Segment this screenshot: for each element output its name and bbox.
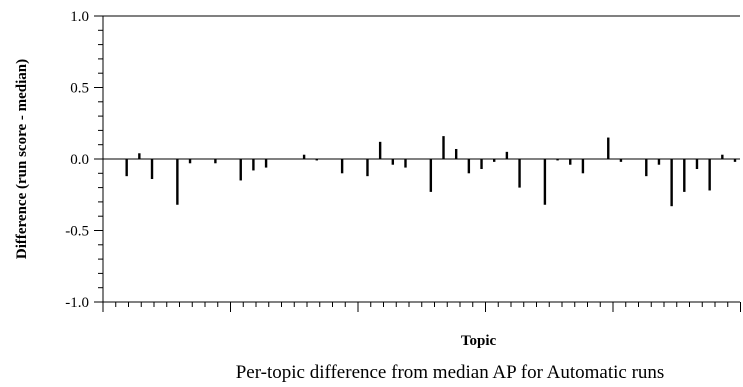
bar-topic-29 (467, 159, 471, 174)
bar-topic-47 (695, 159, 699, 170)
bar-topic-38 (581, 159, 585, 174)
bar-topic-6 (176, 159, 179, 205)
bar-topic-36 (556, 159, 559, 161)
bar-topic-7 (188, 159, 192, 164)
bar-topic-9 (214, 159, 217, 164)
y-tick-label: -1.0 (65, 295, 89, 311)
bar-topic-24 (404, 159, 407, 168)
bar-topic-45 (670, 159, 673, 207)
x-axis-title: Topic (461, 333, 497, 349)
bar-topic-22 (378, 141, 382, 159)
bar-topic-26 (429, 159, 433, 192)
bar-topic-28 (454, 148, 458, 159)
bar-topic-33 (518, 159, 521, 188)
bar-topic-3 (138, 153, 141, 159)
bar-topic-16 (302, 154, 306, 159)
bar-topic-17 (315, 159, 318, 161)
bar-topic-32 (505, 151, 509, 159)
bar-topic-43 (645, 159, 648, 177)
bars (125, 136, 737, 207)
bar-topic-12 (252, 159, 255, 171)
y-tick-label: 0.5 (70, 81, 89, 97)
bar-topic-41 (619, 159, 623, 162)
y-axis-ticks: -1.0 -0.5 0.0 0.5 1.0 (65, 9, 103, 311)
bar-topic-35 (543, 159, 547, 205)
figure-caption: Per-topic difference from median AP for … (236, 362, 665, 383)
bar-topic-11 (239, 159, 242, 181)
bar-topic-50 (733, 159, 737, 162)
bar-topic-48 (708, 159, 711, 191)
y-axis-title: Difference (run score - median) (14, 59, 30, 259)
bar-topic-23 (391, 159, 395, 165)
bar-topic-31 (493, 159, 496, 162)
bar-topic-40 (607, 137, 610, 159)
bar-topic-27 (442, 136, 445, 159)
y-tick-label: 0.0 (70, 152, 89, 168)
bar-topic-13 (264, 159, 268, 168)
y-tick-label: -0.5 (65, 224, 89, 240)
y-tick-label: 1.0 (70, 9, 89, 25)
bar-topic-2 (125, 159, 128, 177)
bar-topic-44 (657, 159, 661, 165)
bar-topic-19 (340, 159, 344, 174)
bar-topic-46 (683, 159, 686, 192)
bar-topic-21 (366, 159, 369, 177)
x-axis-ticks (102, 302, 741, 312)
bar-topic-37 (569, 159, 572, 165)
bar-topic-49 (721, 154, 724, 159)
bar-topic-30 (480, 159, 483, 170)
bar-topic-4 (150, 159, 154, 180)
